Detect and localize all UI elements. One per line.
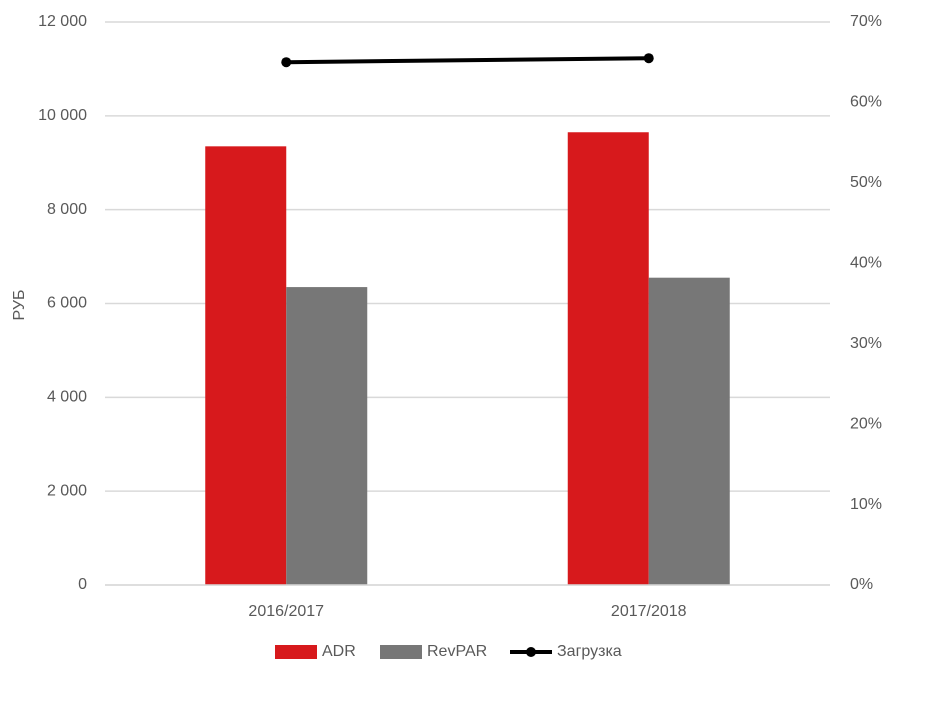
y-tick-label: 2 000 [47,482,87,499]
legend-label: RevPAR [427,643,487,660]
y2-tick-label: 20% [850,415,882,432]
line [286,56,649,65]
line-marker [281,57,292,68]
bar [286,287,368,585]
y2-tick-label: 70% [850,13,882,30]
y-tick-label: 8 000 [47,201,87,218]
x-tick-label: 2017/2018 [611,603,687,620]
y-tick-label: 6 000 [47,295,87,312]
legend-swatch [380,645,422,659]
y2-tick-label: 0% [850,576,873,593]
y2-tick-label: 30% [850,335,882,352]
legend-label: Загрузка [557,643,622,660]
y-axis-label: РУБ [11,290,28,321]
line-marker [643,53,654,64]
y-tick-label: 12 000 [38,13,87,30]
legend-swatch-marker [526,647,536,657]
y2-tick-label: 10% [850,496,882,513]
y2-tick-label: 60% [850,94,882,111]
legend-label: ADR [322,643,356,660]
bar [567,132,649,586]
y2-tick-label: 50% [850,174,882,191]
y2-tick-label: 40% [850,255,882,272]
y-tick-label: 4 000 [47,389,87,406]
legend-swatch [275,645,317,659]
bar [648,277,730,585]
y-tick-label: 0 [78,576,87,593]
bar [205,146,287,585]
y-tick-label: 10 000 [38,107,87,124]
x-tick-label: 2016/2017 [248,603,324,620]
